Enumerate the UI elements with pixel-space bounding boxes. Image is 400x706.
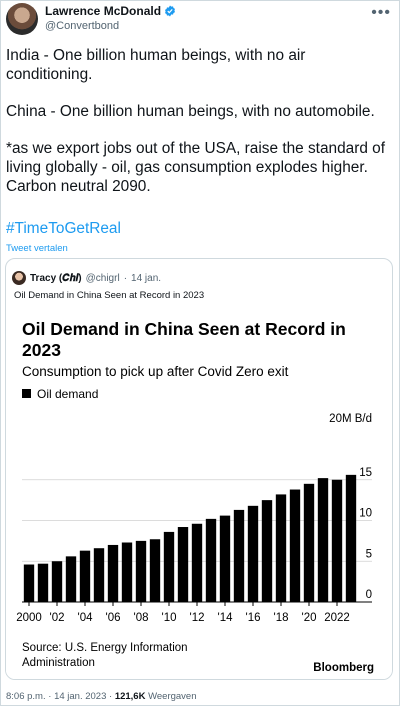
quoted-tweet-header: Tracy (𝑪𝒉𝒊) @chigrl · 14 jan. bbox=[12, 271, 161, 285]
source-line-1: Source: U.S. Energy Information bbox=[22, 642, 188, 654]
quoted-date[interactable]: 14 jan. bbox=[131, 272, 162, 284]
legend-label: Oil demand bbox=[37, 387, 98, 401]
views-count: 121,6K bbox=[114, 691, 146, 702]
tweet-meta: 8:06 p.m. · 14 jan. 2023 · 121,6K Weerga… bbox=[6, 691, 197, 702]
tweet-paragraph: India - One billion human beings, with n… bbox=[6, 47, 310, 83]
x-tick-label: '20 bbox=[302, 612, 317, 624]
bar-2006 bbox=[107, 544, 119, 602]
chart-title-line-1: Oil Demand in China Seen at Record in bbox=[22, 319, 346, 339]
bar-2003 bbox=[65, 556, 77, 602]
bar-2022 bbox=[331, 479, 343, 602]
bar-2012 bbox=[191, 523, 203, 602]
source-line-2: Administration bbox=[22, 657, 95, 669]
bar-2017 bbox=[261, 500, 273, 603]
bar-2023 bbox=[345, 474, 357, 602]
bar-2010 bbox=[163, 531, 175, 602]
bar-2018 bbox=[275, 494, 287, 602]
y-tick-label: 10 bbox=[359, 508, 372, 520]
bar-2007 bbox=[121, 542, 133, 602]
more-options-icon[interactable]: ••• bbox=[371, 4, 391, 21]
tweet-time[interactable]: 8:06 p.m. bbox=[6, 691, 46, 702]
tweet-paragraph: China - One billion human beings, with n… bbox=[6, 103, 375, 120]
x-tick-label: '10 bbox=[162, 612, 177, 624]
chart-title-line-2: 2023 bbox=[22, 340, 61, 360]
avatar[interactable] bbox=[6, 3, 38, 35]
x-tick-label: '18 bbox=[274, 612, 289, 624]
x-tick-label: 2000 bbox=[16, 612, 42, 624]
y-tick-label: 0 bbox=[366, 589, 372, 601]
quoted-avatar[interactable] bbox=[12, 271, 26, 285]
bar-2008 bbox=[135, 540, 147, 603]
bar-2019 bbox=[289, 489, 301, 602]
bar-2015 bbox=[233, 509, 245, 602]
bar-2001 bbox=[37, 563, 49, 602]
y-tick-label: 5 bbox=[366, 548, 372, 560]
bar-2005 bbox=[93, 548, 105, 602]
x-tick-label: '14 bbox=[218, 612, 234, 624]
author-name-row[interactable]: Lawrence McDonald bbox=[45, 4, 176, 18]
x-tick-label: '08 bbox=[134, 612, 149, 624]
author-name[interactable]: Lawrence McDonald bbox=[45, 4, 162, 18]
x-tick-label: '16 bbox=[246, 612, 261, 624]
bar-2000 bbox=[23, 564, 35, 602]
hashtag-link[interactable]: #TimeToGetReal bbox=[6, 220, 121, 237]
tweet-paragraph: *as we export jobs out of the USA, raise… bbox=[6, 140, 390, 195]
quoted-text: Oil Demand in China Seen at Record in 20… bbox=[14, 290, 205, 301]
oil-demand-chart: Oil Demand in China Seen at Record in 20… bbox=[6, 309, 392, 679]
x-tick-label: '06 bbox=[106, 612, 121, 624]
x-tick-label: '02 bbox=[50, 612, 65, 624]
bar-2011 bbox=[177, 527, 189, 602]
quoted-tweet[interactable]: Tracy (𝑪𝒉𝒊) @chigrl · 14 jan. Oil Demand… bbox=[5, 258, 393, 680]
tweet-text: India - One billion human beings, with n… bbox=[6, 46, 394, 214]
x-tick-label: '12 bbox=[190, 612, 205, 624]
quoted-author-handle[interactable]: @chigrl bbox=[85, 272, 120, 284]
translate-link[interactable]: Tweet vertalen bbox=[6, 243, 68, 254]
author-handle[interactable]: @Convertbond bbox=[45, 20, 120, 32]
bar-2014 bbox=[219, 515, 231, 602]
y-tick-label: 15 bbox=[359, 467, 372, 479]
bloomberg-logo: Bloomberg bbox=[313, 662, 374, 674]
bar-2002 bbox=[51, 561, 63, 602]
views-label: Weergaven bbox=[148, 691, 197, 702]
bar-2013 bbox=[205, 518, 217, 602]
chart-subtitle: Consumption to pick up after Covid Zero … bbox=[22, 364, 289, 379]
x-tick-label: 2022 bbox=[324, 612, 350, 624]
quoted-author-name[interactable]: Tracy (𝑪𝒉𝒊) bbox=[30, 272, 82, 284]
legend-swatch bbox=[22, 389, 31, 398]
verified-badge-icon bbox=[165, 5, 176, 17]
bar-2021 bbox=[317, 478, 329, 602]
bar-2016 bbox=[247, 505, 259, 602]
author-block[interactable]: Lawrence McDonald @Convertbond bbox=[45, 4, 176, 32]
quoted-separator: · bbox=[123, 272, 128, 284]
x-tick-label: '04 bbox=[78, 612, 94, 624]
tweet-date[interactable]: 14 jan. 2023 bbox=[54, 691, 107, 702]
bar-2009 bbox=[149, 539, 161, 602]
y-axis-unit: 20M B/d bbox=[329, 413, 372, 425]
bar-2020 bbox=[303, 483, 315, 602]
bar-2004 bbox=[79, 550, 91, 602]
